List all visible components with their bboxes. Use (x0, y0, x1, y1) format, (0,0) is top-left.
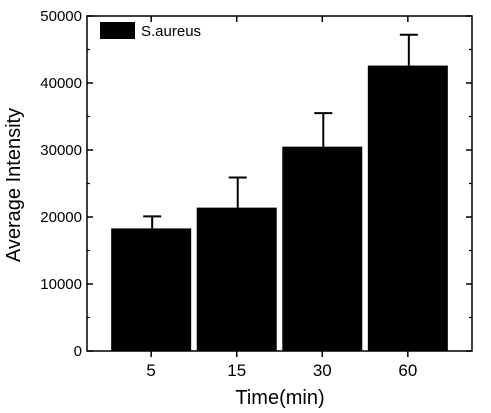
x-ticks-group: 5 15 30 60 (146, 16, 417, 380)
bar-30 (282, 146, 363, 351)
y-tick-label: 20000 (40, 209, 82, 226)
bar-60 (367, 65, 448, 351)
legend: S.aureus (100, 22, 201, 40)
y-tick-label: 10000 (40, 276, 82, 293)
y-tick-label: 0 (74, 343, 82, 360)
x-tick-label: 5 (146, 361, 155, 380)
y-ticks-group: 0 10000 20000 30000 40000 50000 (40, 8, 472, 360)
x-axis-title: Time(min) (235, 387, 324, 409)
legend-label: S.aureus (141, 23, 201, 40)
bar-5 (111, 228, 192, 351)
x-tick-label: 30 (313, 361, 332, 380)
y-tick-label: 50000 (40, 8, 82, 25)
bars-group (111, 65, 448, 351)
x-tick-label: 60 (398, 361, 417, 380)
y-axis-title: Average Intensity (3, 108, 25, 262)
y-tick-label: 30000 (40, 142, 82, 159)
x-tick-label: 15 (227, 361, 246, 380)
bar-15 (196, 207, 277, 351)
y-tick-label: 40000 (40, 75, 82, 92)
legend-swatch (100, 22, 135, 39)
error-bars-group (143, 33, 418, 229)
